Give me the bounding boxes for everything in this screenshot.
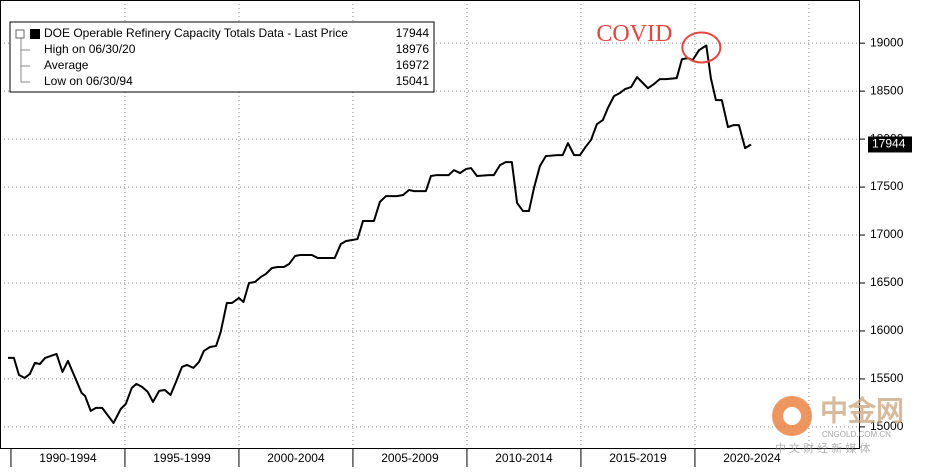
legend: DOE Operable Refinery Capacity Totals Da… xyxy=(15,26,430,88)
watermark-tagline: 中 文 财 经 新 媒 体 xyxy=(775,441,870,455)
grid xyxy=(0,0,860,448)
y-tick-label: 15500 xyxy=(870,371,904,385)
last-price-tag xyxy=(868,136,912,153)
labels: 1500015500160001650017000175001800018500… xyxy=(10,21,912,467)
y-tick-label: 15000 xyxy=(870,419,904,433)
annotation-circle xyxy=(681,31,722,64)
annotation-text: COVID xyxy=(596,21,672,47)
x-tick-label: 2010-2014 xyxy=(495,451,553,465)
x-tick-label: 2015-2019 xyxy=(609,451,667,465)
legend-collapse xyxy=(15,29,25,39)
x-tick-label: 2005-2009 xyxy=(381,451,439,465)
y-tick-label: 17000 xyxy=(870,227,904,241)
watermark-url: CNGOLD.COM.CN xyxy=(822,430,891,439)
x-tick-label: 1995-1999 xyxy=(153,451,211,465)
x-tick-label: 2000-2004 xyxy=(267,451,325,465)
watermark: 中金网 CNGOLD.COM.CN 中 文 财 经 新 媒 体 xyxy=(772,394,904,455)
y-tick-label: 19000 xyxy=(870,35,904,49)
legend-box xyxy=(9,21,435,93)
plot-frame xyxy=(0,0,860,449)
legend-series-name: DOE Operable Refinery Capacity Totals Da… xyxy=(44,26,348,40)
legend-stat-label: High on 06/30/20 xyxy=(44,42,136,56)
x-tick-label: 2020-2024 xyxy=(723,451,781,465)
legend-series-value: 17944 xyxy=(396,26,430,40)
y-tick-label: 18500 xyxy=(870,83,904,97)
watermark-logo-inner xyxy=(783,407,801,425)
y-tick-label: 17500 xyxy=(870,179,904,193)
series-line xyxy=(7,44,752,424)
watermark-brand: 中金网 xyxy=(820,394,904,426)
legend-stat-label: Low on 06/30/94 xyxy=(44,74,133,88)
legend-stat-value: 18976 xyxy=(396,42,430,56)
legend-swatch xyxy=(30,29,40,39)
legend-stat-value: 16972 xyxy=(396,58,430,72)
marks xyxy=(7,44,752,424)
legend-stat-value: 15041 xyxy=(396,74,430,88)
y-tick-label: 16500 xyxy=(870,275,904,289)
y-tick-label: 16000 xyxy=(870,323,904,337)
legend-stat-label: Average xyxy=(44,58,89,72)
x-tick-label: 1990-1994 xyxy=(39,451,97,465)
last-price-label: 17944 xyxy=(872,137,906,151)
